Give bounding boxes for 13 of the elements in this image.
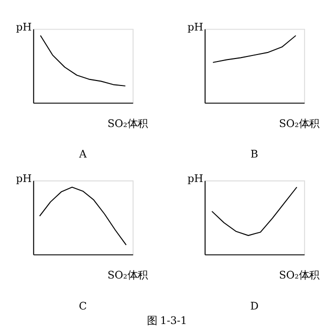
x-axis-title: SO₂体积 — [278, 118, 319, 130]
text: C — [78, 300, 87, 312]
caption: 图 1-3-1 — [146, 314, 188, 327]
x-axis-title: SO₂体积 — [107, 118, 148, 130]
text: B — [250, 148, 259, 161]
y-axis-title: pH — [16, 21, 32, 34]
y-axis-title: pH — [187, 172, 204, 185]
text: D — [250, 300, 259, 312]
y-axis-title: pH — [187, 21, 204, 34]
text: A — [78, 148, 88, 161]
x-axis-title: SO₂体积 — [278, 269, 319, 282]
y-axis-title: pH — [16, 172, 32, 185]
x-axis-title: SO₂体积 — [107, 269, 148, 282]
